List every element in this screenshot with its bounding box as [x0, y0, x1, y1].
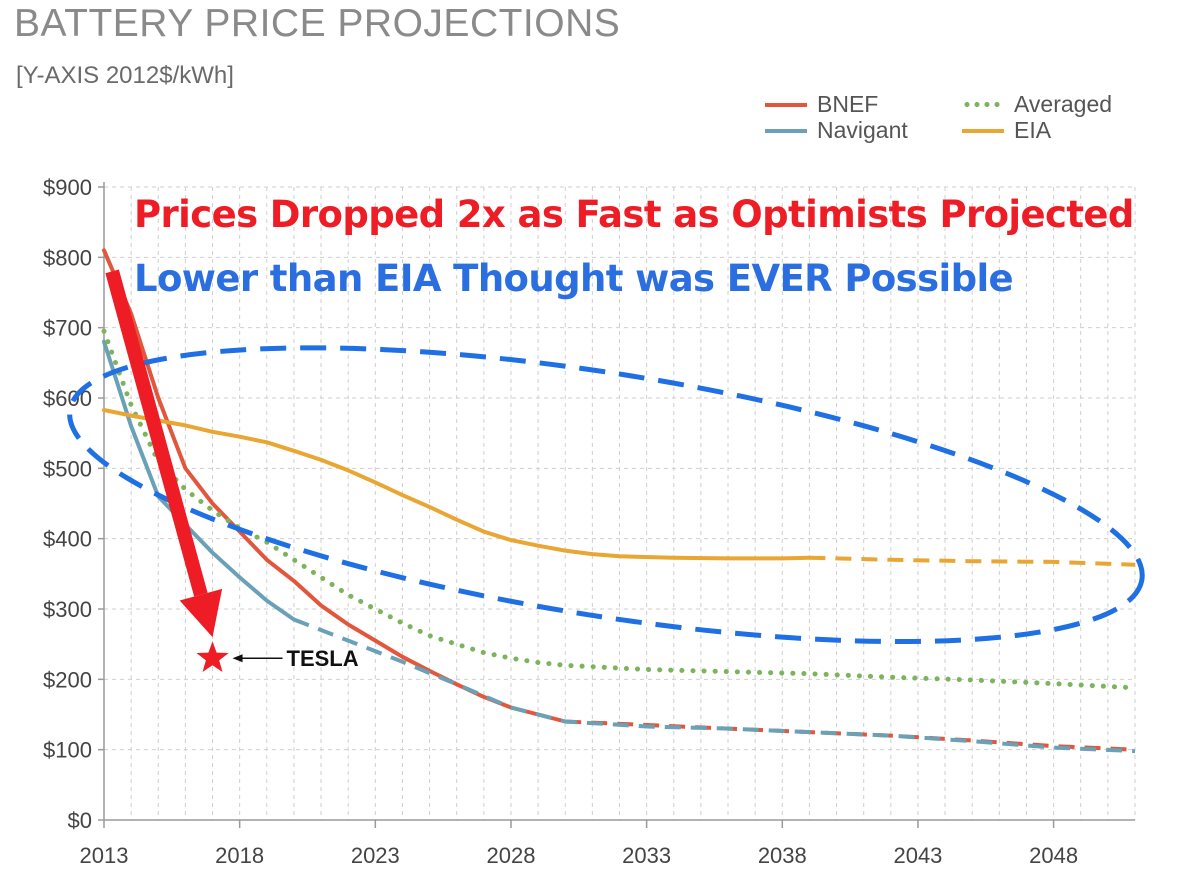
y-tick-label: $0 — [68, 808, 92, 833]
red-arrow-head — [179, 588, 223, 638]
legend-label-navigant: Navigant — [817, 117, 908, 143]
series-eia-projection-dashed — [809, 555, 1136, 567]
tesla-pointer-head — [232, 654, 243, 663]
red-arrow-shaft — [105, 269, 208, 597]
x-tick-label: 2043 — [893, 843, 942, 868]
legend-label-bnef: BNEF — [817, 91, 879, 117]
x-tick-label: 2033 — [622, 843, 671, 868]
legend-swatch-eia — [962, 128, 1004, 133]
chart-axes — [103, 182, 1135, 821]
chart-grid — [104, 186, 1136, 820]
y-tick-label: $300 — [43, 597, 92, 622]
x-tick-label: 2028 — [486, 843, 535, 868]
legend-item-navigant: Navigant — [765, 117, 908, 144]
chart-overlays: TESLA — [67, 269, 1145, 672]
headline-lower-than-eia: Lower than EIA Thought was EVER Possible — [134, 257, 1014, 300]
tesla-star-marker — [196, 641, 229, 672]
legend-item-eia: EIA — [962, 117, 1051, 144]
x-tick-label: 2018 — [215, 843, 264, 868]
series-eia-line — [102, 408, 812, 561]
x-tick-label: 2023 — [351, 843, 400, 868]
x-tick-label: 2038 — [758, 843, 807, 868]
legend-label-eia: EIA — [1014, 117, 1052, 143]
chart-title: BATTERY PRICE PROJECTIONS — [14, 2, 621, 45]
y-axis-unit-label: [Y-AXIS 2012$/kWh] — [16, 62, 234, 89]
chart-series — [101, 248, 1138, 754]
y-tick-label: $100 — [43, 738, 92, 763]
y-tick-label: $700 — [43, 316, 92, 341]
x-tick-label: 2048 — [1029, 843, 1078, 868]
legend-item-averaged: Averaged — [962, 91, 1112, 118]
legend-swatch-bnef — [765, 102, 807, 107]
y-tick-label: $400 — [43, 527, 92, 552]
y-tick-label: $800 — [43, 245, 92, 270]
headline-prices-dropped: Prices Dropped 2x as Fast as Optimists P… — [134, 193, 1134, 236]
series-navigant-line — [102, 339, 296, 622]
y-tick-label: $500 — [43, 456, 92, 481]
y-tick-label: $900 — [43, 175, 92, 200]
legend-label-averaged: Averaged — [1014, 91, 1113, 117]
series-navigant-projection-dashed — [293, 617, 1136, 754]
tesla-label: TESLA — [287, 646, 359, 671]
legend-swatch-navigant — [765, 128, 807, 133]
legend-item-bnef: BNEF — [765, 91, 878, 118]
x-tick-label: 2013 — [80, 843, 129, 868]
series-averaged-line — [101, 328, 1138, 691]
y-tick-label: $200 — [43, 667, 92, 692]
legend-swatch-averaged — [962, 102, 1004, 107]
eia-highlight-ellipse — [67, 345, 1145, 645]
